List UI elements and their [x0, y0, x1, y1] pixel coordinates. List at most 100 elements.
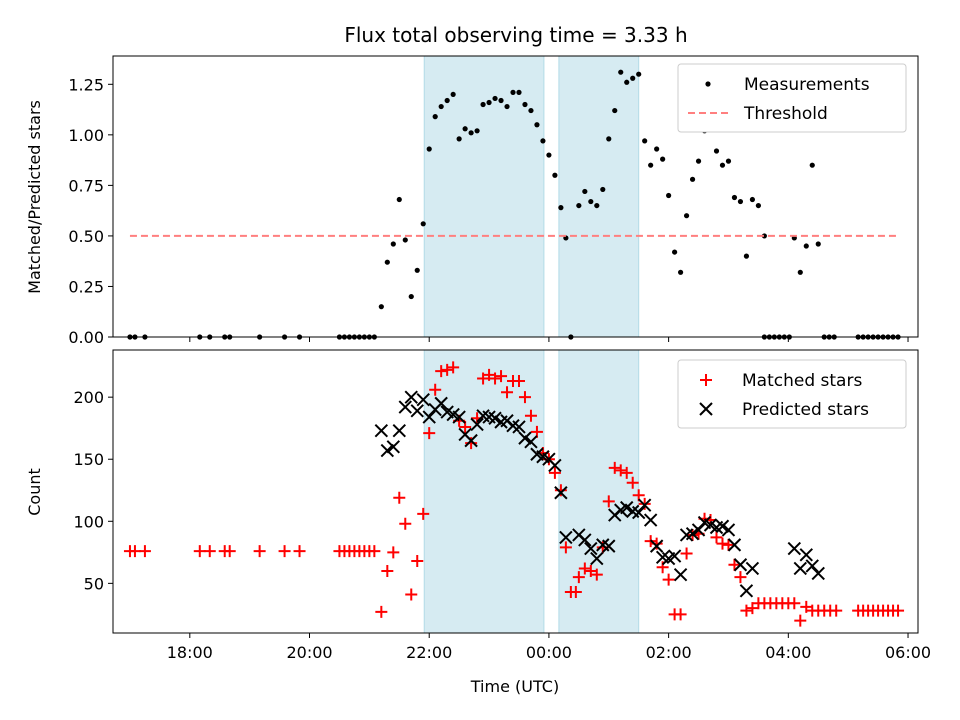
ytick-label: 150	[73, 450, 104, 469]
bottom-xticks: 18:00 20:00 22:00 00:00 02:00 04:00 06:00	[167, 633, 931, 662]
top-ylabel: Matched/Predicted stars	[25, 100, 44, 294]
measurement-point	[450, 91, 456, 98]
predicted-point	[793, 561, 807, 576]
measurement-point	[815, 241, 821, 247]
matched-point	[501, 386, 514, 399]
measurement-point	[737, 198, 744, 205]
bottom-legend-predicted-label: Predicted stars	[742, 400, 869, 420]
bottom-yticks: 50 100 150 200	[73, 388, 113, 593]
measurement-point	[516, 89, 522, 95]
matched-point	[662, 573, 675, 586]
ytick-label: 0.00	[68, 328, 104, 347]
matched-point	[572, 571, 585, 584]
predicted-point	[416, 392, 430, 407]
measurement-point	[660, 156, 666, 162]
matched-point	[293, 545, 306, 558]
matched-point	[203, 545, 216, 558]
top-legend: Measurements Threshold	[677, 63, 907, 133]
measurement-point	[402, 237, 408, 243]
measurement-point	[552, 172, 558, 178]
predicted-point	[715, 519, 730, 533]
predicted-point	[452, 410, 466, 424]
measurement-point	[384, 259, 390, 265]
matched-point	[253, 545, 266, 558]
x-axis-label: Time (UTC)	[470, 677, 559, 696]
matched-point	[387, 546, 400, 559]
measurement-point	[528, 107, 534, 114]
xtick-label: 02:00	[646, 643, 692, 662]
measurement-point	[480, 101, 486, 108]
matched-point	[405, 588, 418, 601]
matched-point	[614, 464, 627, 477]
predicted-point	[805, 559, 819, 573]
matched-point	[680, 547, 693, 560]
measurement-point	[677, 269, 684, 275]
measurement-point	[695, 158, 702, 164]
top-legend-threshold-label: Threshold	[743, 104, 828, 124]
predicted-point	[584, 541, 598, 556]
bottom-legend-box	[677, 359, 907, 429]
predicted-point	[739, 584, 754, 598]
predicted-point	[548, 458, 562, 473]
predicted-point	[602, 539, 616, 553]
ytick-label: 1.25	[68, 75, 104, 94]
matched-point	[892, 604, 905, 617]
matched-point	[381, 564, 394, 577]
predicted-point	[470, 417, 484, 432]
measurement-point	[378, 304, 384, 310]
matched-point	[393, 491, 406, 504]
measurement-point	[444, 97, 450, 104]
bottom-ylabel: Count	[25, 468, 44, 516]
measurement-point	[558, 205, 564, 211]
xtick-label: 04:00	[765, 643, 811, 662]
top-axes-frame	[112, 55, 919, 338]
predicted-point	[733, 558, 748, 572]
predicted-point	[691, 523, 706, 537]
matched-point	[441, 363, 454, 376]
predicted-point	[745, 561, 760, 576]
top-shaded-intervals	[423, 55, 640, 338]
predicted-point	[380, 443, 395, 458]
ytick-label: 1.00	[68, 126, 104, 145]
xtick-label: 18:00	[167, 643, 213, 662]
predicted-point	[488, 411, 502, 425]
matched-point	[830, 604, 843, 617]
predicted-point	[799, 548, 813, 562]
measurement-point	[630, 75, 636, 81]
matched-point	[368, 545, 381, 558]
measurement-point	[438, 103, 444, 110]
measurement-point	[432, 114, 438, 120]
measurement-point	[803, 243, 809, 249]
predicted-point	[554, 486, 568, 500]
matched-point	[674, 608, 687, 621]
predicted-point	[667, 549, 682, 563]
measurement-point	[408, 293, 414, 300]
measurement-point	[624, 79, 630, 85]
matched-point	[548, 466, 561, 479]
measurement-point	[689, 176, 696, 182]
bottom-panel: 50 100 150 200 18:00 20:00 22:00 00:00 02:00 04:…	[25, 349, 931, 696]
predicted-point	[811, 566, 825, 581]
top-legend-measurements-label: Measurements	[744, 75, 870, 95]
matched-point	[495, 370, 508, 383]
ytick-label: 0.50	[68, 227, 104, 246]
bottom-legend: Matched stars Predicted stars	[677, 359, 907, 429]
measurement-point	[504, 103, 510, 110]
predicted-point	[464, 433, 478, 448]
matched-point	[435, 365, 448, 378]
measurement-point	[719, 162, 726, 168]
matched-point	[138, 545, 151, 558]
measurement-point	[588, 198, 594, 205]
measurement-point	[683, 213, 690, 219]
matched-point	[734, 571, 747, 584]
predicted-point	[392, 423, 406, 438]
figure-title: Flux total observing time = 3.33 h	[344, 23, 687, 47]
measurement-point	[462, 126, 468, 132]
predicted-point	[518, 431, 532, 445]
measurement-point	[540, 138, 546, 144]
shaded-interval	[558, 349, 640, 634]
measurement-point	[486, 99, 492, 106]
predicted-point	[434, 396, 448, 411]
bottom-legend-matched-label: Matched stars	[742, 371, 862, 391]
